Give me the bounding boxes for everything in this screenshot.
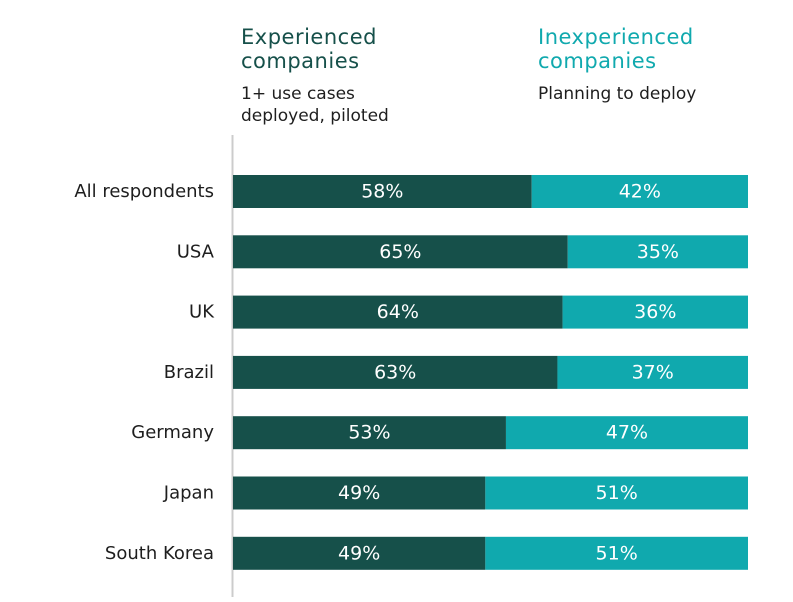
data-label-experienced-japan: 49% xyxy=(338,482,380,504)
bar-inexperienced-germany xyxy=(505,416,748,450)
bar-experienced-germany xyxy=(233,416,506,450)
bar-experienced-usa xyxy=(233,235,568,269)
data-label-experienced-south-korea: 49% xyxy=(338,542,380,564)
legend-experienced-title-line2: companies xyxy=(241,49,360,73)
data-label-inexperienced-usa: 35% xyxy=(637,241,679,263)
data-label-inexperienced-brazil: 37% xyxy=(632,361,674,383)
data-label-experienced-all-respondents: 58% xyxy=(361,181,403,203)
data-label-inexperienced-all-respondents: 42% xyxy=(619,181,661,203)
category-label-germany: Germany xyxy=(131,422,214,443)
legend-experienced-subtitle-line1: 1+ use cases xyxy=(241,84,355,104)
bar-inexperienced-brazil xyxy=(557,355,748,389)
legend-inexperienced-subtitle: Planning to deploy xyxy=(538,83,696,105)
legend-experienced-subtitle: 1+ use cases deployed, piloted xyxy=(241,83,389,127)
data-label-inexperienced-japan: 51% xyxy=(596,482,638,504)
data-label-experienced-brazil: 63% xyxy=(374,361,416,383)
bar-experienced-south-korea xyxy=(233,536,486,570)
bar-inexperienced-usa xyxy=(567,235,748,269)
category-label-uk: UK xyxy=(189,302,215,323)
data-label-experienced-germany: 53% xyxy=(348,422,390,444)
bar-experienced-brazil xyxy=(233,355,558,389)
legend-inexperienced-subtitle-line1: Planning to deploy xyxy=(538,84,697,104)
bar-inexperienced-all-respondents xyxy=(531,175,748,208)
legend-experienced-subtitle-line2: deployed, piloted xyxy=(241,106,389,126)
legend-inexperienced-title: Inexperienced companies xyxy=(538,25,694,73)
category-label-japan: Japan xyxy=(163,483,214,504)
data-label-inexperienced-south-korea: 51% xyxy=(596,542,638,564)
data-label-experienced-usa: 65% xyxy=(379,241,421,263)
bar-experienced-uk xyxy=(233,295,563,329)
legend-inexperienced-title-line1: Inexperienced xyxy=(538,25,694,49)
bar-experienced-all-respondents xyxy=(233,175,532,208)
data-label-experienced-uk: 64% xyxy=(377,301,419,323)
legend-inexperienced-title-line2: companies xyxy=(538,49,657,73)
bar-inexperienced-japan xyxy=(485,476,748,510)
bar-inexperienced-uk xyxy=(562,295,748,329)
data-label-inexperienced-germany: 47% xyxy=(606,422,648,444)
category-label-usa: USA xyxy=(177,241,215,262)
legend-experienced-title: Experienced companies xyxy=(241,25,377,73)
data-label-inexperienced-uk: 36% xyxy=(634,301,676,323)
category-label-all-respondents: All respondents xyxy=(74,181,214,202)
bar-inexperienced-south-korea xyxy=(485,536,748,570)
category-label-south-korea: South Korea xyxy=(105,543,214,564)
category-label-brazil: Brazil xyxy=(164,362,214,383)
bar-experienced-japan xyxy=(233,476,486,510)
legend-experienced-title-line1: Experienced xyxy=(241,25,377,49)
